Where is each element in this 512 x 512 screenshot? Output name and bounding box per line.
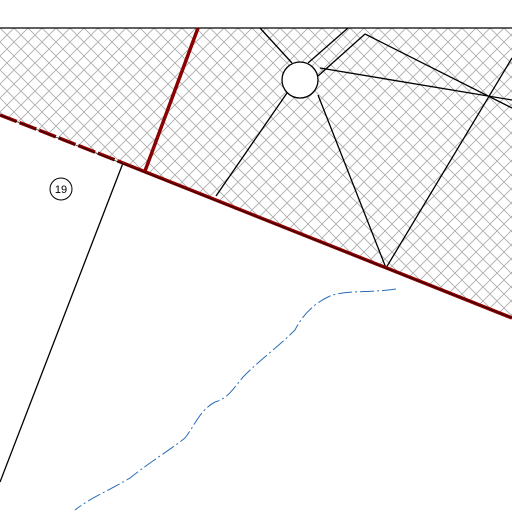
lot-line (307, 27, 349, 64)
hatched-area (0, 28, 512, 318)
lot-line (317, 94, 387, 269)
boundary-center (0, 114, 512, 319)
lot-line (385, 57, 512, 269)
lot-label-circle (49, 177, 73, 201)
lot-line (259, 27, 293, 64)
lot-label: 19 (55, 184, 67, 196)
lot-line (319, 67, 512, 101)
boundary-line (143, 27, 200, 172)
cul-de-sac (281, 61, 319, 99)
lot-line (0, 162, 124, 483)
lot-lines (0, 27, 512, 483)
lot-line (215, 92, 288, 197)
stream (74, 288, 397, 511)
